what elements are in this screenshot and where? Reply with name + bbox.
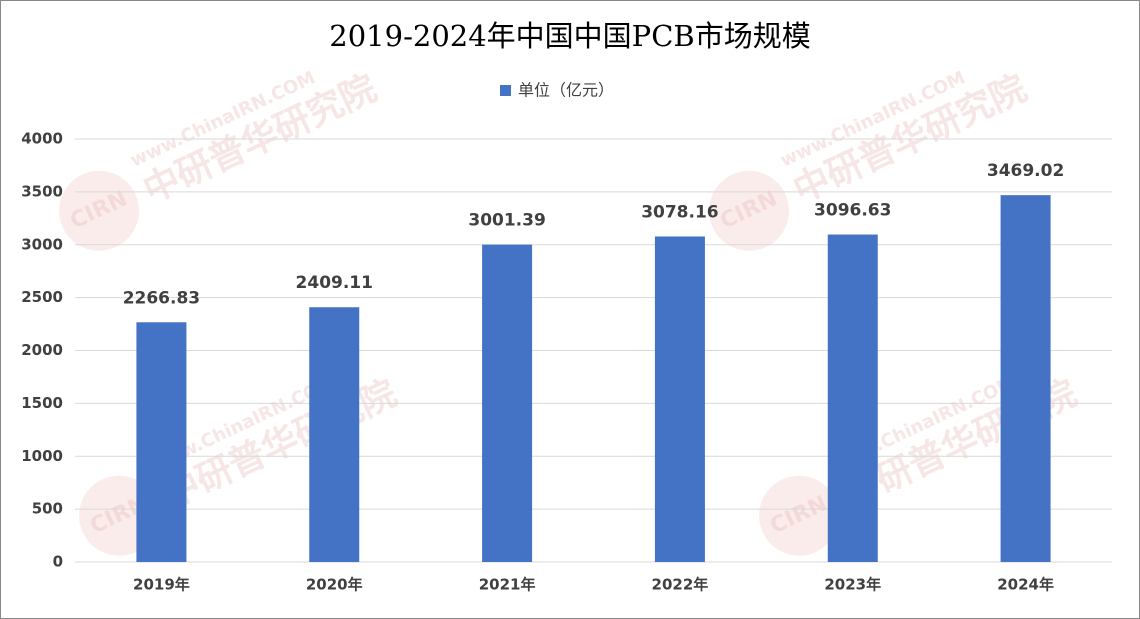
value-label: 3469.02 xyxy=(987,161,1064,181)
bar xyxy=(1000,195,1051,563)
x-tick-label: 2024年 xyxy=(997,576,1054,594)
value-label: 2266.83 xyxy=(123,288,200,308)
x-tick-label: 2021年 xyxy=(479,576,536,594)
value-label: 3078.16 xyxy=(641,202,718,222)
legend-label: 单位（亿元） xyxy=(518,81,614,100)
x-tick-label: 2022年 xyxy=(652,576,709,594)
y-tick-label: 0 xyxy=(53,553,63,571)
value-label: 3096.63 xyxy=(814,201,891,221)
watermark-logo-circle xyxy=(59,170,140,251)
y-tick-label: 1000 xyxy=(21,447,63,465)
y-tick-label: 500 xyxy=(32,500,63,518)
y-tick-label: 2000 xyxy=(21,341,63,359)
bar xyxy=(654,236,705,563)
watermark-logo-circle xyxy=(759,475,840,556)
bar xyxy=(309,307,360,562)
y-tick-label: 3500 xyxy=(21,182,63,200)
bar xyxy=(827,234,878,562)
y-tick-label: 2500 xyxy=(21,288,63,306)
legend-swatch xyxy=(500,85,511,96)
bar xyxy=(482,244,533,562)
value-label: 3001.39 xyxy=(468,211,545,231)
x-tick-label: 2020年 xyxy=(306,576,363,594)
value-label: 2409.11 xyxy=(296,273,373,293)
chart-title: 2019-2024年中国中国PCB市场规模 xyxy=(329,19,810,53)
x-tick-label: 2019年 xyxy=(133,576,190,594)
y-tick-label: 4000 xyxy=(21,130,63,148)
bar xyxy=(136,322,187,562)
y-tick-label: 3000 xyxy=(21,235,63,253)
x-tick-label: 2023年 xyxy=(824,576,881,594)
y-tick-label: 1500 xyxy=(21,394,63,412)
watermark-logo-circle xyxy=(709,170,790,251)
